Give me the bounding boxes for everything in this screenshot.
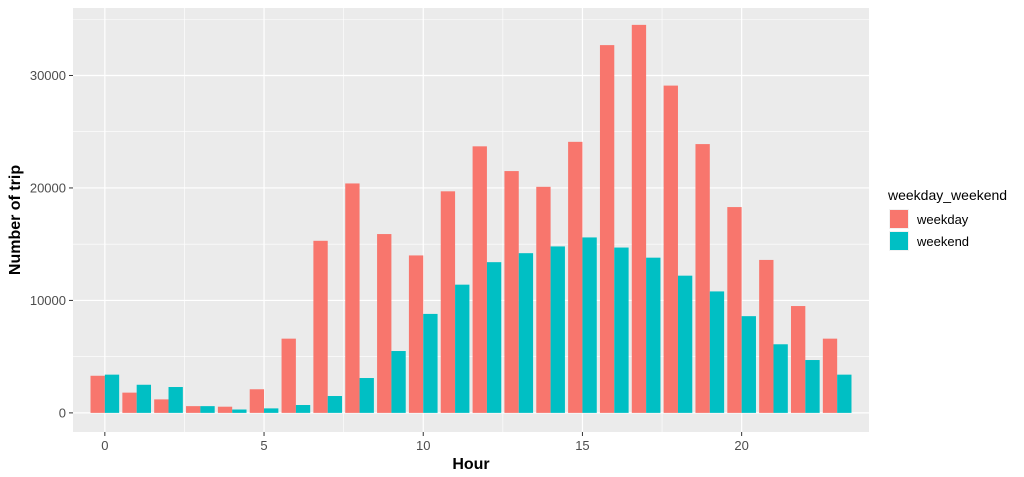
y-tick-label: 10000: [30, 293, 66, 308]
bar-weekday-18: [663, 85, 678, 413]
bar-weekend-15: [582, 237, 597, 413]
legend: weekday_weekend weekday weekend: [887, 187, 1007, 251]
y-tick-label: 20000: [30, 180, 66, 195]
bar-weekday-6: [281, 338, 296, 413]
x-tick-label: 0: [101, 438, 108, 453]
bar-weekend-18: [677, 275, 693, 413]
bar-weekend-13: [518, 253, 534, 413]
bar-weekend-19: [709, 291, 725, 413]
bar-weekend-10: [423, 313, 438, 413]
bar-weekday-16: [599, 45, 615, 413]
bar-weekend-0: [104, 374, 120, 413]
legend-label-weekday: weekday: [916, 212, 969, 227]
bar-weekend-14: [550, 246, 565, 413]
bar-weekday-4: [217, 406, 233, 413]
bar-weekday-23: [822, 338, 838, 413]
legend-title: weekday_weekend: [887, 187, 1007, 203]
bar-weekday-9: [377, 234, 392, 413]
y-axis-title: Number of trip: [7, 165, 24, 275]
legend-label-weekend: weekend: [916, 234, 969, 249]
bar-weekday-15: [568, 141, 583, 413]
bar-weekday-3: [186, 406, 201, 413]
bars: [90, 24, 852, 413]
bar-weekend-21: [773, 344, 788, 413]
bar-weekday-20: [727, 207, 742, 413]
bar-weekday-0: [90, 375, 105, 413]
y-tick-label: 0: [59, 405, 66, 420]
bar-weekday-2: [154, 399, 169, 413]
x-axis-title: Hour: [452, 456, 489, 473]
bar-weekend-8: [359, 378, 374, 413]
bar-weekday-17: [631, 24, 647, 413]
bar-weekday-10: [408, 255, 424, 413]
legend-swatch-weekday: [890, 210, 908, 228]
bar-weekend-6: [295, 405, 311, 413]
bar-weekend-3: [200, 406, 215, 413]
bar-weekend-22: [805, 360, 820, 413]
y-axis-ticks: 0 10000 20000 30000: [30, 68, 73, 420]
bar-weekday-19: [695, 144, 710, 413]
bar-weekend-4: [232, 409, 247, 413]
bar-weekday-14: [536, 186, 551, 413]
bar-weekend-16: [614, 247, 629, 413]
x-axis-ticks: 0 5 10 15 20: [101, 432, 749, 453]
bar-weekend-7: [327, 396, 343, 413]
bar-weekend-12: [486, 262, 502, 413]
bar-weekend-20: [741, 316, 756, 413]
x-tick-label: 20: [734, 438, 748, 453]
bar-weekday-8: [345, 183, 360, 413]
bar-weekend-11: [455, 284, 470, 413]
bar-weekday-7: [313, 240, 328, 413]
bar-weekday-21: [759, 259, 774, 413]
bar-weekend-1: [136, 384, 152, 413]
bar-weekend-17: [646, 257, 661, 413]
bar-weekday-11: [440, 191, 456, 413]
bar-weekday-1: [122, 392, 137, 413]
bar-weekend-5: [264, 408, 279, 413]
bar-weekend-2: [168, 387, 183, 413]
bar-weekday-5: [249, 389, 265, 413]
bar-weekday-12: [472, 146, 487, 413]
bar-weekday-22: [790, 306, 806, 413]
bar-weekend-9: [391, 351, 406, 413]
bar-weekend-23: [837, 374, 852, 413]
x-tick-label: 10: [416, 438, 430, 453]
x-tick-label: 5: [260, 438, 267, 453]
bar-weekday-13: [504, 171, 519, 413]
x-tick-label: 15: [575, 438, 589, 453]
y-tick-label: 30000: [30, 68, 66, 83]
legend-swatch-weekend: [890, 232, 908, 250]
